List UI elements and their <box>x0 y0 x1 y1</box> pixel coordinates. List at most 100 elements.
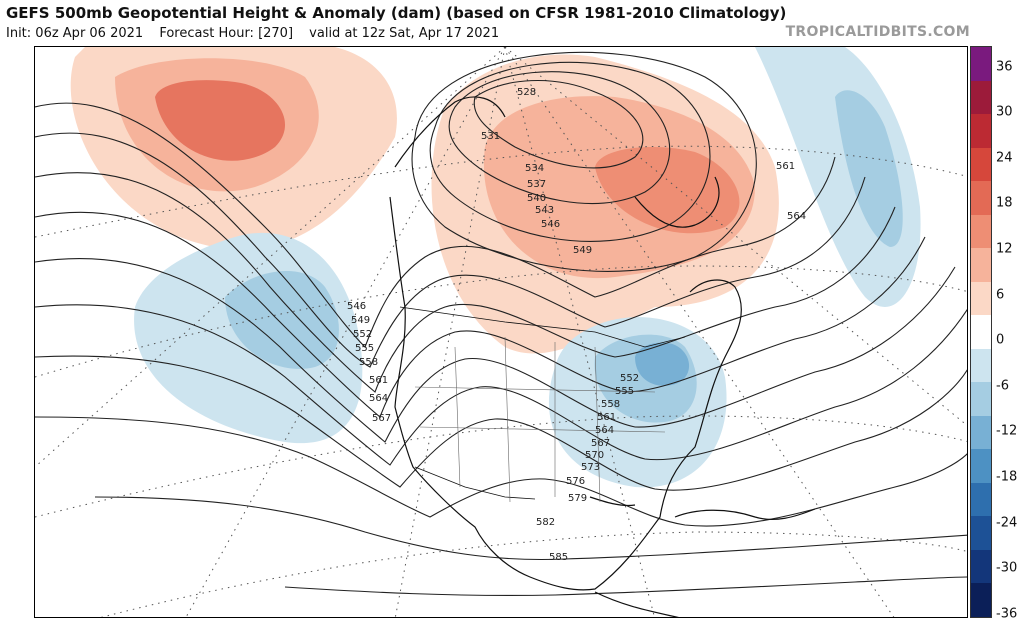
us-mexico-border <box>414 466 536 500</box>
contour-label: 555 <box>615 386 634 397</box>
site-watermark: TROPICALTIDBITS.COM <box>785 24 970 40</box>
contour-label: 564 <box>787 211 806 222</box>
north-america-coast <box>389 196 742 591</box>
contour-line <box>35 416 967 527</box>
colorbar-tick-label: -18 <box>996 469 1018 485</box>
colorbar-tick-label: 24 <box>996 150 1013 166</box>
contour-line <box>35 211 926 418</box>
contour-label: 561 <box>776 161 795 172</box>
negative-anomaly-shading <box>134 47 921 488</box>
init-time: Init: 06z Apr 06 2021 <box>6 26 144 41</box>
anomaly-canada-core <box>595 147 740 234</box>
political-borders <box>399 306 686 503</box>
colorbar-segment <box>971 583 991 618</box>
contour-label: 570 <box>585 450 604 461</box>
colorbar-tick-label: 0 <box>996 332 1005 348</box>
central-america-coast <box>594 591 679 617</box>
colorbar-tick-label: 30 <box>996 104 1013 120</box>
colorbar-tick-label: -36 <box>996 606 1018 622</box>
colorbar-tick-label: -12 <box>996 423 1018 439</box>
map-panel: 546 549 552 555 558 561 564 567 552 555 … <box>34 46 968 618</box>
lon-line <box>504 47 655 617</box>
colorbar-tick-label: -6 <box>996 378 1009 394</box>
positive-anomaly-shading <box>70 47 779 354</box>
contour-line <box>94 496 967 561</box>
colorbar-segment <box>971 348 991 383</box>
contour-line <box>35 258 956 443</box>
contour-label: 549 <box>351 315 370 326</box>
contour-label: 558 <box>601 399 620 410</box>
colorbar-segment <box>971 315 991 350</box>
lon-line <box>185 47 506 617</box>
contour-line <box>284 576 967 596</box>
contour-label-group: 546 549 552 555 558 561 564 567 552 555 … <box>347 87 806 563</box>
contour-label: 576 <box>566 476 585 487</box>
forecast-hour: Forecast Hour: [270] <box>159 26 294 41</box>
colorbar-segment <box>971 415 991 450</box>
contour-label: 543 <box>535 205 554 216</box>
contour-label: 540 <box>527 193 546 204</box>
map-canvas: 546 549 552 555 558 561 564 567 552 555 … <box>35 47 967 617</box>
contour-ring <box>473 80 644 169</box>
contour-ring <box>448 71 671 204</box>
height-contours <box>35 51 967 596</box>
contour-line <box>35 102 836 348</box>
contour-line <box>35 304 967 466</box>
us-canada-border <box>399 306 686 348</box>
contour-label: 564 <box>369 393 388 404</box>
colorbar-tick-label: 6 <box>996 287 1005 303</box>
contour-line <box>35 355 967 491</box>
contour-label: 546 <box>541 219 560 230</box>
contour-label: 552 <box>620 373 639 384</box>
contour-line <box>35 172 896 393</box>
colorbar-segment <box>971 549 991 584</box>
colorbar-tick-label: -30 <box>996 560 1018 576</box>
lon-line <box>35 47 506 468</box>
contour-label: 561 <box>597 412 616 423</box>
gulf-coast <box>589 496 636 507</box>
contour-label: 558 <box>359 357 378 368</box>
colorbar-tick-label: 18 <box>996 195 1013 211</box>
colorbar-segment <box>971 382 991 417</box>
colorbar-segment <box>971 248 991 283</box>
colorbar-segment <box>971 281 991 316</box>
contour-label: 567 <box>372 413 391 424</box>
colorbar-segment <box>971 114 991 149</box>
anomaly-east-trough-core <box>635 342 690 386</box>
map-title: GEFS 500mb Geopotential Height & Anomaly… <box>6 4 787 22</box>
hudson-bay <box>634 176 720 228</box>
colorbar-tick-label: -24 <box>996 515 1018 531</box>
contour-ring <box>411 51 757 272</box>
colorbar-segment <box>971 214 991 249</box>
colorbar-segment <box>971 47 991 82</box>
contour-label: 546 <box>347 301 366 312</box>
lon-line <box>504 47 967 427</box>
anomaly-north-atlantic <box>755 47 921 307</box>
lat-line <box>35 145 967 238</box>
contour-ring <box>429 61 711 242</box>
contour-label: 582 <box>536 517 555 528</box>
contour-label: 531 <box>481 131 500 142</box>
caribbean-islands <box>674 508 816 521</box>
anomaly-north-atlantic-core <box>835 90 903 247</box>
contour-label: 567 <box>591 438 610 449</box>
anomaly-colorbar <box>970 46 992 618</box>
map-subtitle: Init: 06z Apr 06 2021 Forecast Hour: [27… <box>6 26 499 41</box>
contour-label: 534 <box>525 163 544 174</box>
colorbar-segment <box>971 181 991 216</box>
lat-line <box>100 531 967 617</box>
contour-label: 537 <box>527 179 546 190</box>
contour-label: 561 <box>369 375 388 386</box>
contour-label: 564 <box>595 425 614 436</box>
colorbar-segment <box>971 516 991 551</box>
valid-time: valid at 12z Sat, Apr 17 2021 <box>309 26 500 41</box>
coastlines <box>389 96 816 617</box>
lat-lon-grid <box>35 47 967 617</box>
colorbar-tick-label: 36 <box>996 59 1013 75</box>
colorbar-segment <box>971 147 991 182</box>
state-borders <box>414 336 666 503</box>
contour-line <box>35 132 866 368</box>
contour-label: 585 <box>549 552 568 563</box>
colorbar-segment <box>971 80 991 115</box>
contour-label: 552 <box>353 329 372 340</box>
